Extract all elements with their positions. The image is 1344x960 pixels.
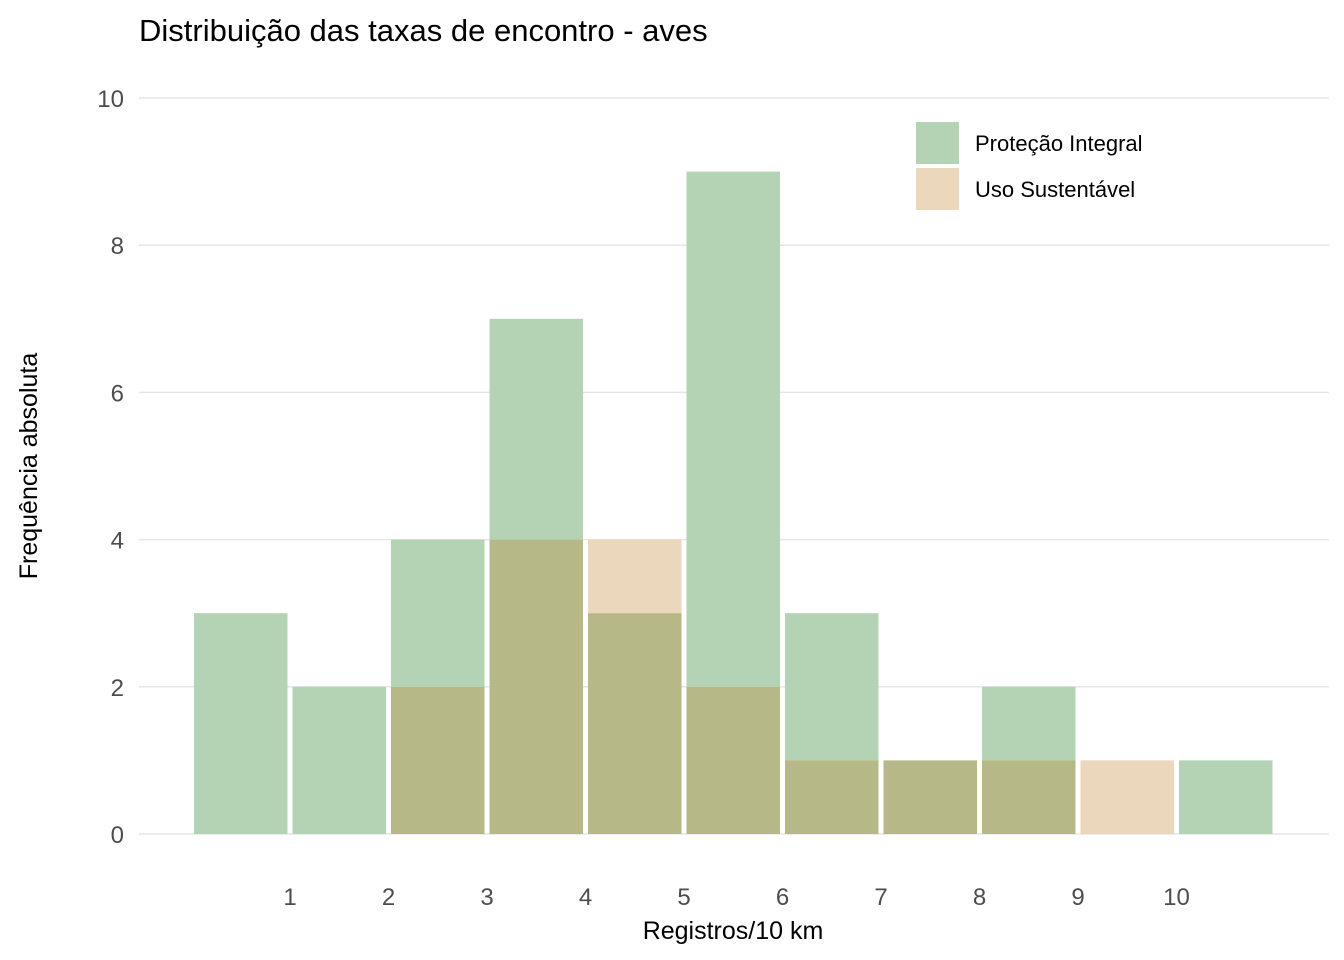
y-axis-ticks: 0 2 4 6 8 10 <box>97 86 124 849</box>
bar-overlap <box>489 539 583 834</box>
bar-overlap <box>391 686 485 834</box>
y-tick-label: 8 <box>111 233 124 260</box>
x-tick-label: 1 <box>283 884 296 911</box>
x-tick-label: 2 <box>382 884 395 911</box>
y-tick-label: 0 <box>111 822 124 849</box>
x-tick-label: 6 <box>776 884 789 911</box>
x-tick-label: 4 <box>579 884 592 911</box>
x-tick-label: 3 <box>480 884 493 911</box>
legend-swatch <box>916 168 959 210</box>
legend-label: Proteção Integral <box>975 131 1143 156</box>
x-tick-label: 5 <box>677 884 690 911</box>
bar-overlap <box>686 686 780 834</box>
bar-protecao-integral <box>982 686 1076 761</box>
legend: Proteção Integral Uso Sustentável <box>916 122 1143 210</box>
bar-overlap <box>588 613 682 834</box>
bar-protecao-integral <box>489 318 583 540</box>
bar-protecao-integral <box>1179 760 1273 834</box>
chart-title: Distribuição das taxas de encontro - ave… <box>139 13 708 48</box>
legend-swatch <box>916 122 959 164</box>
y-tick-label: 4 <box>111 528 124 555</box>
bar-protecao-integral <box>292 686 386 834</box>
x-tick-label: 7 <box>874 884 887 911</box>
bar-protecao-integral <box>686 171 780 687</box>
bar-protecao-integral <box>391 539 485 687</box>
bar-overlap <box>883 760 977 834</box>
bar-protecao-integral <box>194 613 288 834</box>
x-axis-ticks: 1 2 3 4 5 6 7 8 9 10 <box>283 884 1190 911</box>
bars <box>194 171 1273 834</box>
bar-protecao-integral <box>785 613 879 761</box>
bar-uso-sustentavel <box>588 539 682 614</box>
x-tick-label: 9 <box>1071 884 1084 911</box>
y-axis-label: Frequência absoluta <box>15 353 43 580</box>
legend-label: Uso Sustentável <box>975 177 1135 202</box>
bar-overlap <box>982 760 1076 834</box>
x-axis-label: Registros/10 km <box>643 917 824 945</box>
x-tick-label: 10 <box>1163 884 1190 911</box>
y-tick-label: 6 <box>111 380 124 407</box>
bar-uso-sustentavel <box>1080 760 1174 834</box>
x-tick-label: 8 <box>973 884 986 911</box>
bar-overlap <box>785 760 879 834</box>
y-tick-label: 10 <box>97 86 124 113</box>
y-tick-label: 2 <box>111 675 124 702</box>
